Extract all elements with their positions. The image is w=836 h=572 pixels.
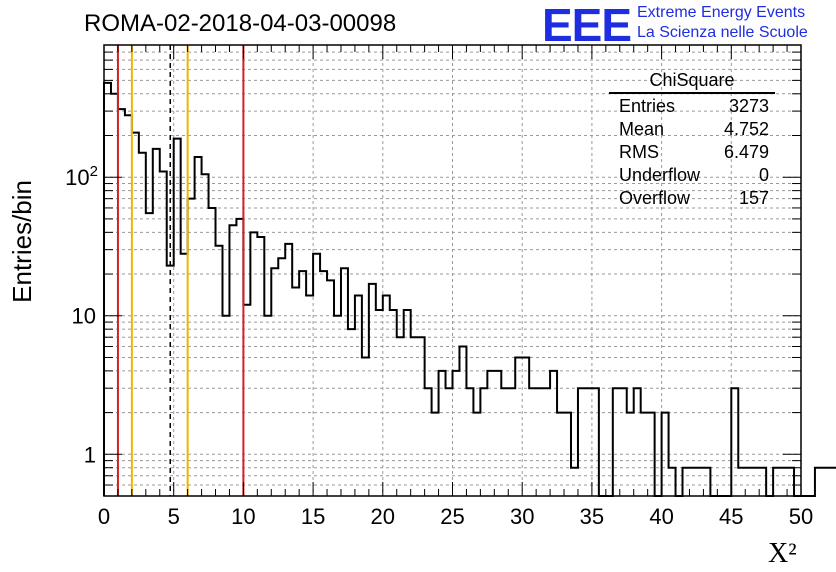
y-axis-label-wrap: Entries/bin: [7, 180, 130, 303]
y-tick-label: 102: [65, 163, 98, 190]
y-tick-label: 10: [72, 304, 96, 329]
logo-caption: Extreme Energy Events La Scienza nelle S…: [637, 3, 808, 43]
logo-line-1: Extreme Energy Events: [637, 4, 806, 21]
stats-value: 3273: [728, 96, 769, 116]
stats-title: ChiSquare: [609, 70, 775, 94]
chart-title: ROMA-02-2018-04-03-00098: [84, 10, 397, 37]
y-tick-label: 1: [84, 442, 96, 467]
x-tick-label: 35: [580, 504, 604, 529]
stats-row: Overflow 157: [609, 187, 775, 210]
x-axis-label: X²: [768, 538, 797, 569]
stats-label: Overflow: [619, 188, 691, 208]
stats-value: 0: [758, 165, 769, 185]
x-tick-label: 15: [301, 504, 325, 529]
stats-value: 4.752: [723, 119, 769, 139]
stats-box: ChiSquare Entries 3273 Mean 4.752 RMS 6.479…: [609, 70, 775, 210]
stats-row: Underflow 0: [609, 164, 775, 187]
stats-label: Entries: [619, 96, 676, 116]
stats-label: Mean: [619, 119, 665, 139]
x-tick-label: 10: [231, 504, 255, 529]
x-tick-label: 5: [168, 504, 180, 529]
x-tick-label: 20: [371, 504, 395, 529]
stats-row: Entries 3273: [609, 95, 775, 118]
stats-row: RMS 6.479: [609, 141, 775, 164]
stats-value: 157: [738, 188, 769, 208]
x-tick-label: 40: [649, 504, 673, 529]
x-tick-label: 30: [510, 504, 534, 529]
stats-label: Underflow: [619, 165, 701, 185]
stats-row: Mean 4.752: [609, 118, 775, 141]
logo-line-2: La Scienza nelle Scuole: [637, 24, 808, 41]
x-tick-label: 25: [440, 504, 464, 529]
stats-label: RMS: [619, 142, 659, 162]
stats-value: 6.479: [723, 142, 769, 162]
eee-logo: EEE: [542, 0, 632, 51]
x-tick-label: 0: [98, 504, 110, 529]
y-axis-label: Entries/bin: [7, 180, 37, 303]
histogram-bars: [103, 81, 836, 497]
x-tick-label: 45: [719, 504, 743, 529]
x-tick-label: 50: [789, 504, 813, 529]
